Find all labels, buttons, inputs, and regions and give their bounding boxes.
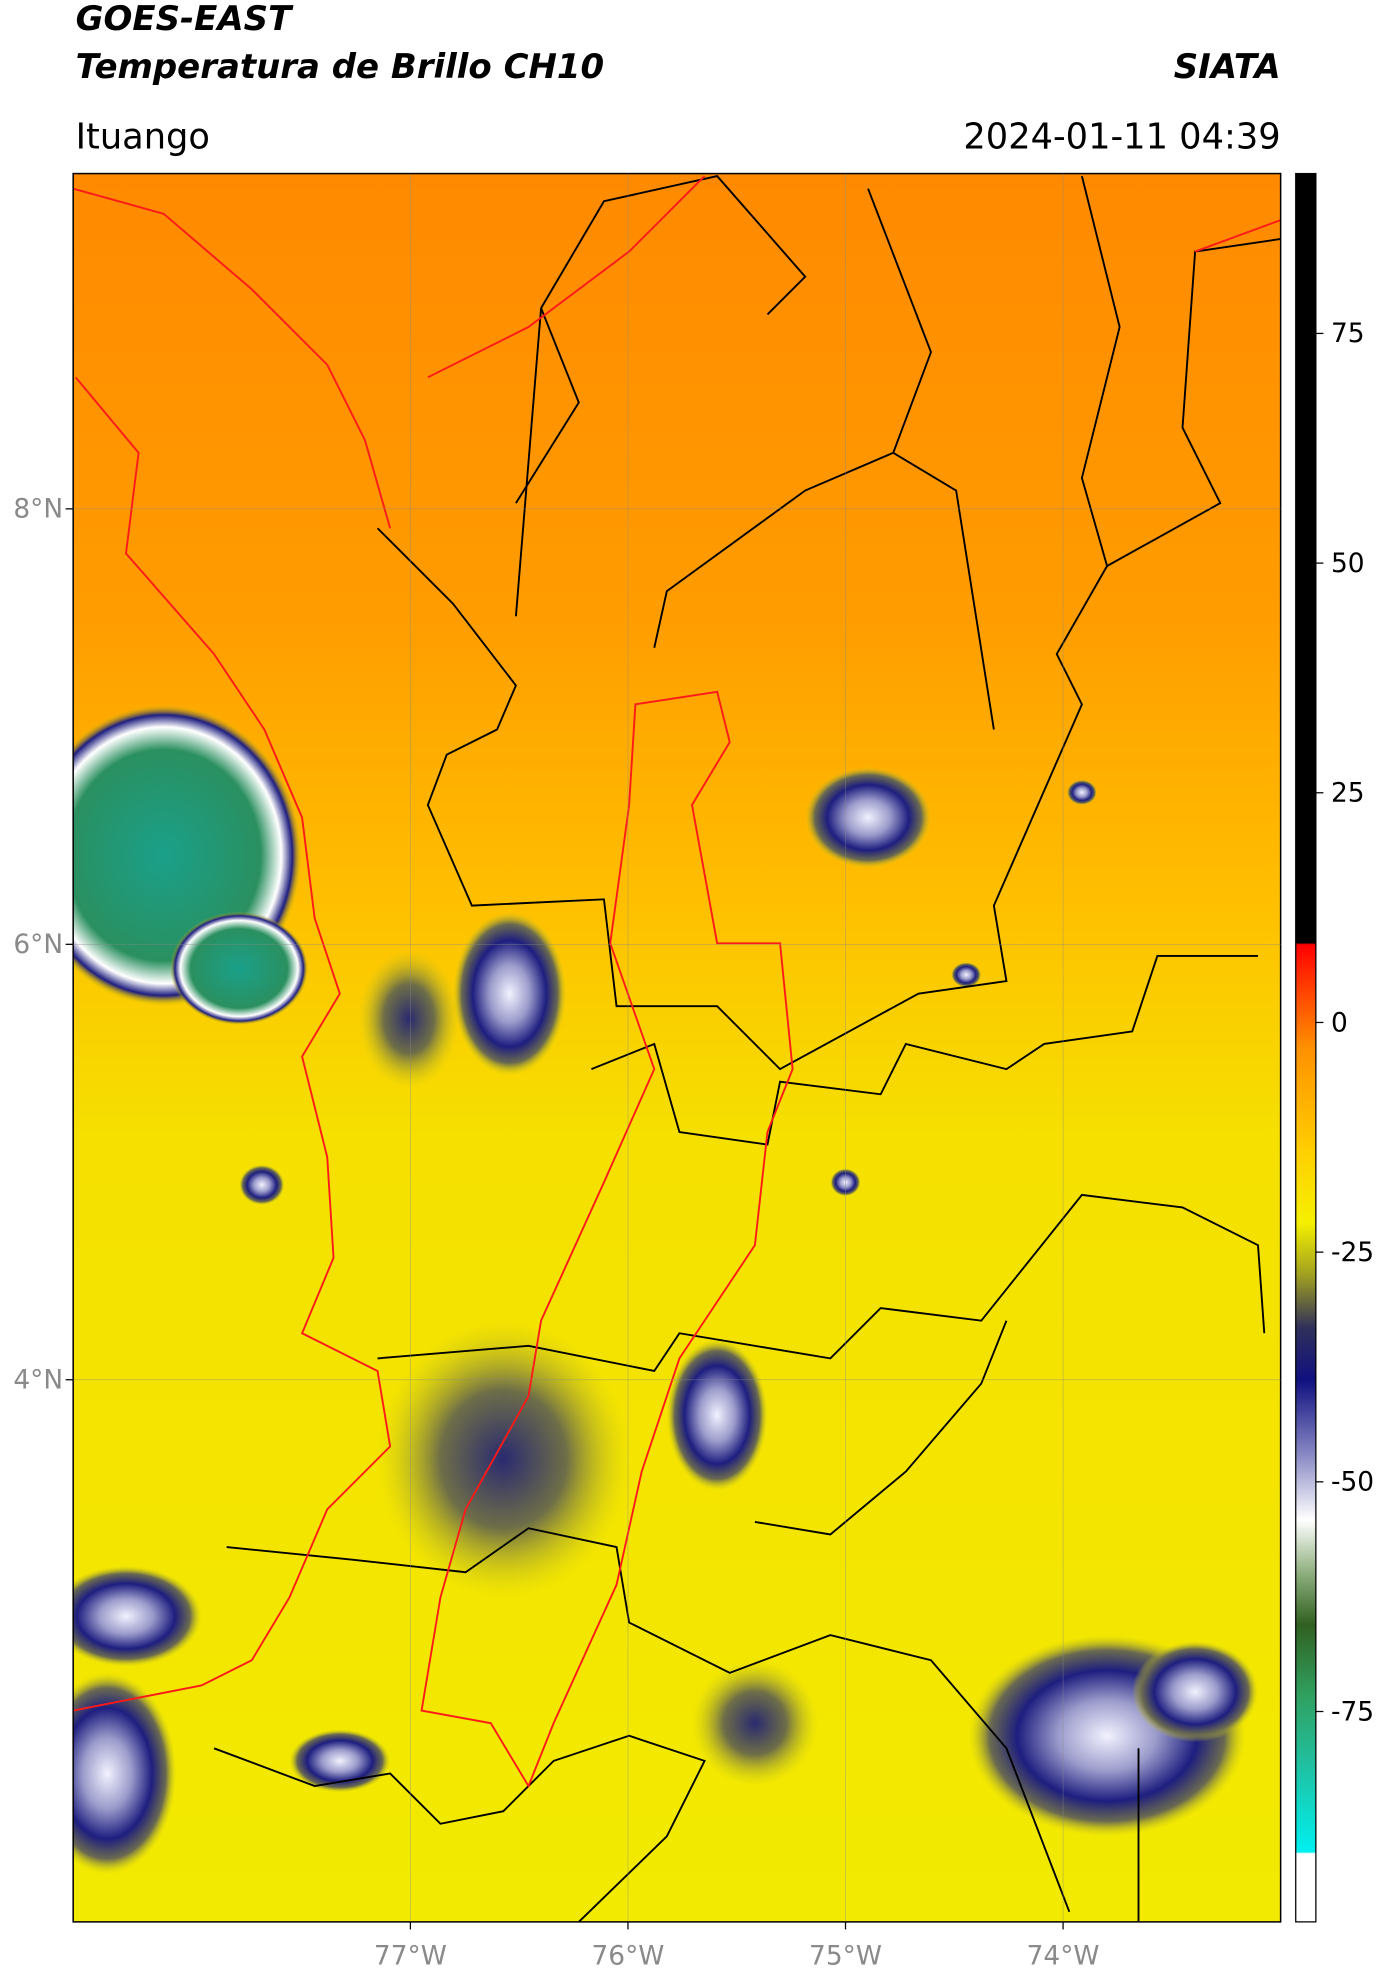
subtitle: Temperatura de Brillo CH10: [76, 47, 604, 87]
datetime: 2024-01-11 04:39: [963, 116, 1280, 157]
colorbar: [1295, 172, 1317, 1923]
x-tick-label: 77°W: [374, 1941, 447, 1972]
organization: SIATA: [1174, 47, 1281, 87]
map-image: [73, 173, 1281, 1922]
y-tick-label: 6°N: [13, 929, 63, 960]
colorbar-tick-label: 25: [1331, 778, 1365, 809]
colorbar-tick-label: 50: [1331, 548, 1365, 579]
colorbar-tick-label: -50: [1331, 1467, 1374, 1498]
colorbar-tick-label: 75: [1331, 318, 1365, 349]
location: Ituango: [76, 116, 210, 157]
x-tick-label: 75°W: [809, 1941, 882, 1972]
axes: 77°W 76°W 75°W 74°W 8°N 6°N 4°N 75 50 25 0 -25 -50 -7…: [13, 173, 1374, 1972]
colorbar-tick-label: -75: [1331, 1696, 1374, 1727]
colorbar-tick-label: -25: [1331, 1237, 1374, 1268]
colorbar-tick-label: 0: [1331, 1007, 1348, 1038]
y-tick-label: 4°N: [13, 1365, 63, 1396]
title: GOES-EAST: [76, 0, 294, 39]
x-tick-label: 76°W: [591, 1941, 664, 1972]
y-tick-label: 8°N: [13, 494, 63, 525]
x-tick-label: 74°W: [1027, 1941, 1100, 1972]
map-frame: [72, 172, 1282, 1923]
